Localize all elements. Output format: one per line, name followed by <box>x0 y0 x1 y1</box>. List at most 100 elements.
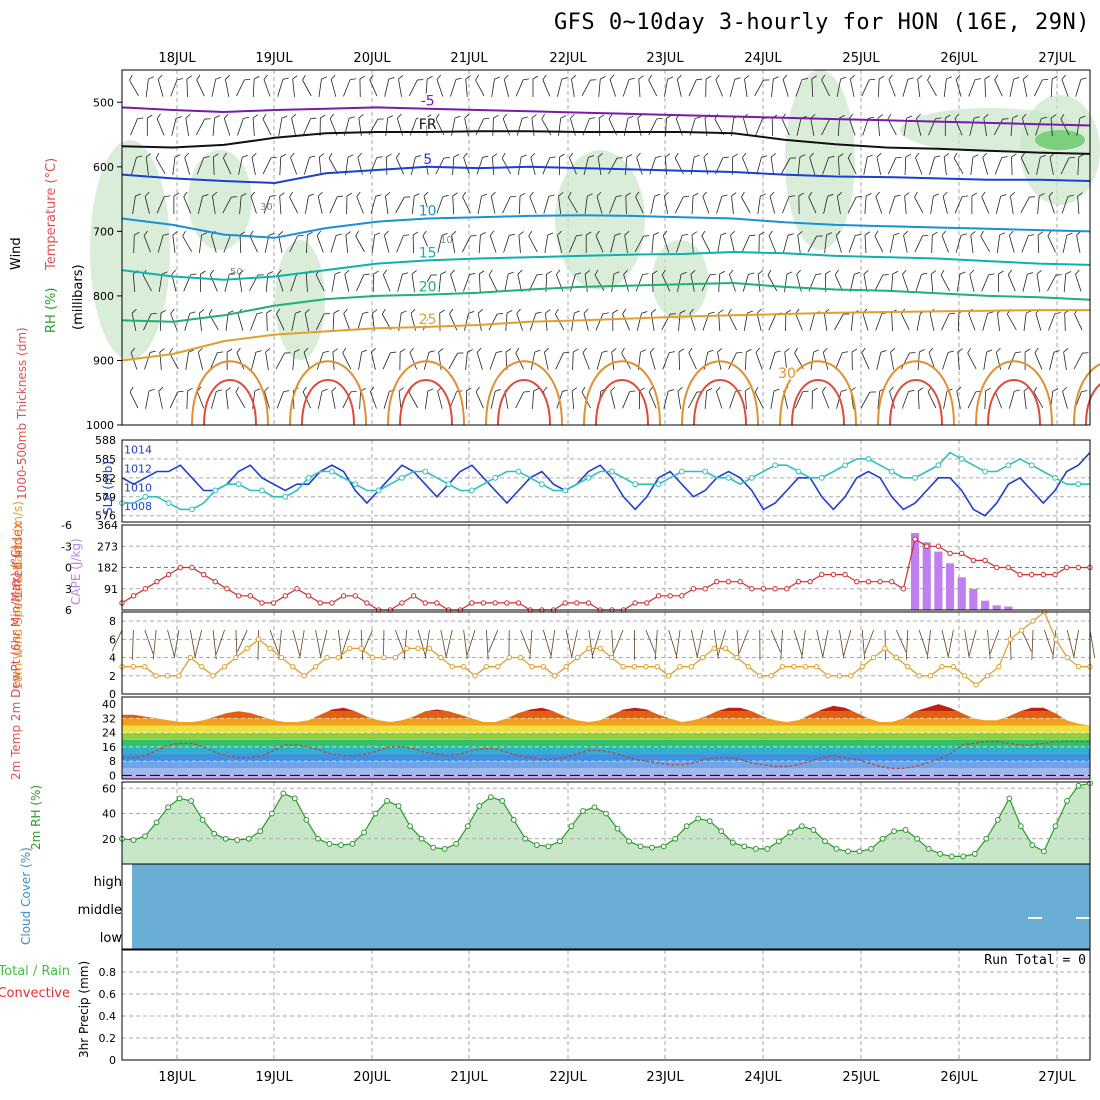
wind-barb-flag <box>855 234 862 236</box>
thickness-marker <box>1052 474 1058 481</box>
wind-barb-flag <box>720 232 727 236</box>
wind-barb-flag <box>177 78 183 80</box>
wind-barb-shaft <box>930 273 934 293</box>
wind-barb <box>158 271 168 292</box>
wind-barb-flag <box>155 152 160 159</box>
wind-barb-flag <box>973 116 980 119</box>
wind-barb <box>318 153 325 175</box>
wind-barb-shaft <box>571 390 575 410</box>
wind-barb <box>383 230 390 253</box>
wind-barb <box>423 191 430 214</box>
wind-barb <box>477 309 483 331</box>
date-label-bottom: 18JUL <box>158 1070 196 1085</box>
wind-barb-shaft <box>528 235 538 253</box>
wind-barb-shaft <box>170 79 178 97</box>
thickness-marker <box>585 474 592 481</box>
wind-barb <box>928 347 936 370</box>
wind-barb <box>622 77 635 97</box>
wind-barb-flag <box>452 192 458 197</box>
thickness-marker <box>772 462 779 469</box>
rh-contour-label: 50 <box>230 267 243 278</box>
wind-barb-flag <box>454 115 461 119</box>
wind-barb-shaft <box>1022 274 1028 292</box>
wind-barb <box>767 269 778 292</box>
wind-barb-flag <box>1051 75 1058 80</box>
rh2m-marker <box>994 816 1001 823</box>
wind-barb-flag <box>383 269 388 275</box>
wind-barb-shaft <box>728 313 737 331</box>
wind-barb-flag <box>556 269 561 275</box>
wind-barb <box>940 269 950 292</box>
thickness-marker <box>655 481 662 488</box>
wind-barb <box>1036 154 1046 175</box>
wind-barb <box>876 350 887 370</box>
wind-barb <box>529 191 537 214</box>
wind10m-barb <box>896 629 907 653</box>
wind-barb-flag <box>1067 194 1074 197</box>
wind-barb-flag <box>669 351 676 353</box>
wind-barb-flag <box>225 387 231 392</box>
wind-barb-shaft <box>755 118 763 136</box>
wind-barb-flag <box>625 192 631 197</box>
wind-barb-flag <box>571 387 578 392</box>
wind-barb-shaft <box>555 313 565 331</box>
wind-barb <box>250 312 263 331</box>
wind-barb-flag <box>376 156 383 159</box>
wind-barb <box>478 232 486 254</box>
wind-speed-marker <box>290 663 296 670</box>
ylabel-cloud: Cloud Cover (%) <box>19 847 33 945</box>
wind-barb-shaft <box>385 196 389 214</box>
wind10m-barb <box>320 629 328 657</box>
wind-barb-flag <box>811 75 817 80</box>
temp-band <box>122 732 1090 740</box>
wind-barb-shaft <box>464 313 469 331</box>
wind-barb-flag <box>584 270 590 275</box>
wind-barb-shaft <box>1060 157 1070 175</box>
pressure-tick-label: 600 <box>93 161 114 174</box>
wind-speed-marker <box>233 654 239 661</box>
wind-barb-shaft <box>1008 235 1015 253</box>
rh2m-marker <box>545 843 552 850</box>
rh2m-marker <box>153 819 160 826</box>
wind10m-barb <box>770 629 781 653</box>
wind-barb-shaft <box>291 313 296 331</box>
wind-barb-shaft <box>263 196 271 214</box>
ylabel-millibars: (millibars) <box>71 264 86 330</box>
wind10m-barb <box>675 629 681 659</box>
wind-barb-shaft <box>316 352 324 370</box>
wind-barb <box>662 230 670 253</box>
isotherm-line <box>121 214 1091 239</box>
wind-barb <box>1060 113 1070 136</box>
wind-barb-shaft <box>901 391 909 409</box>
wind-barb-shaft <box>598 78 601 98</box>
wind-barb-flag <box>996 347 1001 353</box>
wind10m-barb <box>668 629 677 656</box>
wind-barb-shaft <box>465 78 468 98</box>
wind-barb-shaft <box>421 274 432 292</box>
wind10m-barb <box>645 629 656 653</box>
wind-barb-shaft <box>876 352 882 370</box>
wind-barb-flag <box>1020 152 1025 159</box>
dome-orange <box>485 360 563 426</box>
wind-speed-marker <box>939 663 945 670</box>
wind-barb <box>131 308 137 331</box>
wind-barb-flag <box>636 152 641 158</box>
wind-speed-marker <box>358 645 364 652</box>
wind-barb-shaft <box>129 391 139 409</box>
wind-barb <box>384 77 395 97</box>
wind-barb-shaft <box>450 79 457 97</box>
wind-barb <box>436 195 449 214</box>
wind-barb-shaft <box>476 157 483 175</box>
wind-barb <box>953 152 964 174</box>
wind-barb-flag <box>384 230 389 236</box>
rh2m-marker <box>268 810 275 817</box>
wind-barb-flag <box>374 232 381 236</box>
dome-orange <box>779 360 857 426</box>
wind-barb-flag <box>721 194 728 197</box>
wind-barb-flag <box>215 76 222 80</box>
wind-barb-shaft <box>1075 79 1082 97</box>
wind10m-barb <box>592 629 601 656</box>
wind-speed-marker <box>506 654 512 661</box>
wind-barb-flag <box>821 386 827 392</box>
rh2m-marker <box>729 839 736 846</box>
